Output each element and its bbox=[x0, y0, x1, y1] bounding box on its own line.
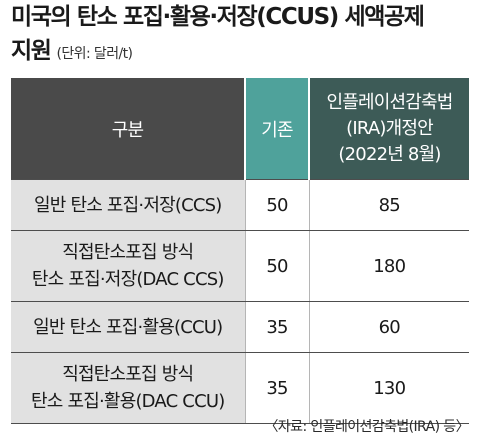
row-label: 일반 탄소 포집·저장(CCS) bbox=[11, 179, 245, 231]
header-division: 구분 bbox=[11, 78, 245, 180]
table-header-row: 구분 기존 인플레이션감축법 (IRA)개정안 (2022년 8월) bbox=[11, 78, 469, 180]
page-title: 미국의 탄소 포집·활용·저장(CCUS) 세액공제 bbox=[11, 4, 425, 30]
unit-note: (단위: 달러/t) bbox=[56, 46, 133, 62]
existing-value: 50 bbox=[244, 230, 309, 302]
ira-value: 60 bbox=[308, 301, 469, 353]
table-row: 일반 탄소 포집·활용(CCU) 35 60 bbox=[11, 301, 469, 353]
table-row: 일반 탄소 포집·저장(CCS) 50 85 bbox=[11, 179, 469, 231]
ira-value: 130 bbox=[308, 352, 469, 424]
existing-value: 50 bbox=[244, 179, 309, 231]
row-label: 직접탄소포집 방식 탄소 포집·저장(DAC CCS) bbox=[11, 230, 245, 302]
header-ira-line3: (2022년 8월) bbox=[338, 143, 441, 165]
table-row: 직접탄소포집 방식 탄소 포집·활용(DAC CCU) 35 130 bbox=[11, 352, 469, 424]
row-label-line1: 직접탄소포집 방식 bbox=[62, 242, 194, 263]
table-row: 직접탄소포집 방식 탄소 포집·저장(DAC CCS) 50 180 bbox=[11, 230, 469, 302]
header-ira-line2: (IRA)개정안 bbox=[346, 117, 434, 139]
ira-value: 180 bbox=[308, 230, 469, 302]
row-label-line1: 직접탄소포집 방식 bbox=[62, 364, 194, 385]
header-existing: 기존 bbox=[244, 78, 309, 180]
row-label-line1: 일반 탄소 포집·활용(CCU) bbox=[33, 316, 223, 338]
row-label-line2: 탄소 포집·활용(DAC CCU) bbox=[31, 391, 225, 412]
existing-value: 35 bbox=[244, 301, 309, 353]
page-title-continued: 지원 (단위: 달러/t) bbox=[11, 36, 133, 69]
header-ira-line1: 인플레이션감축법 bbox=[326, 91, 453, 113]
source-note: 〈자료: 인플레이션감축법(IRA) 등〉 bbox=[264, 419, 470, 435]
page-title-line2: 지원 bbox=[11, 38, 52, 64]
row-label-line1: 일반 탄소 포집·저장(CCS) bbox=[34, 194, 222, 216]
existing-value: 35 bbox=[244, 352, 309, 424]
header-ira: 인플레이션감축법 (IRA)개정안 (2022년 8월) bbox=[308, 78, 469, 180]
tax-credit-table: 구분 기존 인플레이션감축법 (IRA)개정안 (2022년 8월) 일반 탄소… bbox=[11, 78, 469, 424]
ira-value: 85 bbox=[308, 179, 469, 231]
row-label: 일반 탄소 포집·활용(CCU) bbox=[11, 301, 245, 353]
row-label: 직접탄소포집 방식 탄소 포집·활용(DAC CCU) bbox=[11, 352, 245, 424]
row-label-line2: 탄소 포집·저장(DAC CCS) bbox=[31, 269, 224, 290]
